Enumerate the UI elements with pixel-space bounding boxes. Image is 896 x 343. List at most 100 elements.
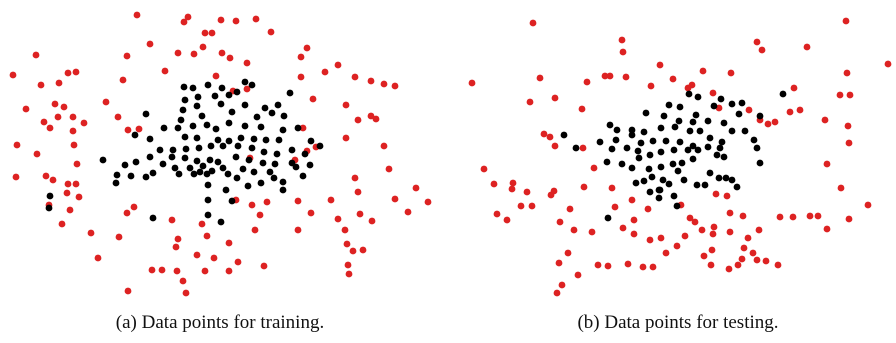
data-point — [601, 72, 609, 80]
data-point — [635, 154, 643, 162]
data-point — [45, 204, 53, 212]
data-point — [634, 147, 642, 155]
data-point — [80, 119, 88, 127]
data-point — [208, 29, 216, 37]
data-point — [845, 215, 853, 223]
data-point — [529, 19, 537, 27]
data-point — [480, 165, 488, 173]
data-point — [604, 214, 612, 222]
data-point — [263, 198, 271, 206]
data-point — [158, 266, 166, 274]
data-point — [686, 214, 694, 222]
data-point — [644, 205, 652, 213]
data-point — [342, 134, 350, 142]
data-point — [648, 173, 656, 181]
data-point — [490, 180, 498, 188]
data-point — [594, 261, 602, 269]
data-point — [842, 17, 850, 25]
data-point — [206, 156, 214, 164]
data-point — [368, 217, 376, 225]
data-point — [670, 146, 678, 154]
data-point — [716, 144, 724, 152]
data-point — [796, 106, 804, 114]
data-point — [753, 256, 761, 264]
panel-testing: (b) Data points for testing. — [460, 0, 896, 343]
data-point — [789, 213, 797, 221]
data-point — [189, 122, 197, 130]
data-point — [604, 262, 612, 270]
data-point — [303, 44, 311, 52]
data-point — [149, 169, 157, 177]
data-point — [179, 106, 187, 114]
data-point — [243, 59, 251, 67]
data-point — [260, 148, 268, 156]
data-point — [771, 118, 779, 126]
data-point — [404, 208, 412, 216]
data-point — [182, 289, 190, 297]
data-point — [745, 106, 753, 114]
data-point — [72, 180, 80, 188]
data-point — [168, 216, 176, 224]
data-point — [201, 29, 209, 37]
data-point — [669, 160, 677, 168]
data-point — [64, 180, 72, 188]
data-point — [55, 79, 63, 87]
data-point — [526, 98, 534, 106]
data-point — [845, 139, 853, 147]
data-point — [699, 67, 707, 75]
data-point — [412, 184, 420, 192]
data-point — [156, 146, 164, 154]
data-point — [316, 142, 324, 150]
data-point — [590, 164, 598, 172]
data-point — [257, 179, 265, 187]
data-point — [297, 73, 305, 81]
data-point — [612, 136, 620, 144]
data-point — [124, 287, 132, 295]
data-point — [583, 78, 591, 86]
data-point — [670, 192, 678, 200]
data-point — [203, 121, 211, 129]
data-point — [226, 54, 234, 62]
data-point — [114, 113, 122, 121]
data-point — [294, 197, 302, 205]
data-point — [212, 72, 220, 80]
data-point — [720, 153, 728, 161]
data-point — [42, 172, 50, 180]
data-point — [321, 68, 329, 76]
data-point — [253, 113, 261, 121]
data-point — [619, 48, 627, 56]
data-point — [99, 156, 107, 164]
data-point — [49, 176, 57, 184]
data-point — [301, 150, 309, 158]
data-point — [148, 266, 156, 274]
panel-training: (a) Data points for training. — [0, 0, 440, 343]
data-point — [279, 126, 287, 134]
data-point — [297, 53, 305, 61]
data-point — [715, 174, 723, 182]
data-point — [665, 101, 673, 109]
data-point — [60, 103, 68, 111]
data-point — [646, 188, 654, 196]
data-point — [556, 218, 564, 226]
data-point — [728, 100, 736, 108]
data-point — [133, 11, 141, 19]
data-point — [741, 127, 749, 135]
data-point — [706, 134, 714, 142]
data-point — [241, 122, 249, 130]
data-point — [579, 144, 587, 152]
data-point — [299, 124, 307, 132]
data-point — [509, 179, 517, 187]
data-point — [124, 126, 132, 134]
data-point — [704, 143, 712, 151]
data-point — [222, 186, 230, 194]
data-point — [351, 73, 359, 81]
data-point — [32, 51, 40, 59]
data-point — [753, 38, 761, 46]
data-point — [468, 79, 476, 87]
data-point — [174, 49, 182, 57]
data-point — [146, 135, 154, 143]
data-point — [274, 101, 282, 109]
data-point — [225, 91, 233, 99]
data-point — [13, 141, 21, 149]
data-point — [726, 228, 734, 236]
